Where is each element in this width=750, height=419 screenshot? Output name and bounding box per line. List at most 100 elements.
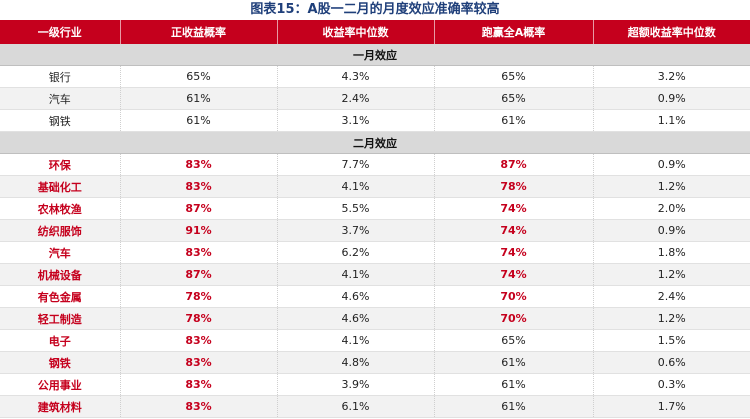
median-return-cell: 5.5% (277, 197, 435, 220)
table-row: 钢铁 83% 4.8% 61% 0.6% (0, 351, 750, 374)
excess-median-cell: 0.6% (593, 351, 750, 374)
industry-effect-table: 一级行业 正收益概率 收益率中位数 跑赢全A概率 超额收益率中位数 一月效应 银行… (0, 20, 750, 418)
table-row: 电子 83% 4.1% 65% 1.5% (0, 329, 750, 352)
table-body: 一月效应 银行 65% 4.3% 65% 3.2% 汽车 61% 2.4% 65% 0.9% 钢铁 61… (0, 44, 750, 418)
table-row: 环保 83% 7.7% 87% 0.9% (0, 153, 750, 176)
industry-cell: 纺织服饰 (0, 219, 121, 242)
excess-median-cell: 1.2% (593, 263, 750, 286)
median-return-cell: 3.7% (277, 219, 435, 242)
median-return-cell: 4.3% (277, 65, 435, 88)
table-row: 基础化工 83% 4.1% 78% 1.2% (0, 175, 750, 198)
industry-cell: 钢铁 (0, 351, 121, 374)
median-return-cell: 4.6% (277, 285, 435, 308)
table-row: 汽车 83% 6.2% 74% 1.8% (0, 241, 750, 264)
industry-cell: 建筑材料 (0, 395, 121, 418)
excess-median-cell: 0.3% (593, 373, 750, 396)
positive-prob-cell: 83% (120, 175, 278, 198)
positive-prob-cell: 65% (120, 65, 278, 88)
table-row: 钢铁 61% 3.1% 61% 1.1% (0, 109, 750, 132)
excess-median-cell: 0.9% (593, 219, 750, 242)
industry-cell: 汽车 (0, 241, 121, 264)
median-return-cell: 3.9% (277, 373, 435, 396)
positive-prob-cell: 61% (120, 109, 278, 132)
median-return-cell: 6.2% (277, 241, 435, 264)
beat-prob-cell: 70% (434, 285, 594, 308)
beat-prob-cell: 65% (434, 65, 594, 88)
beat-prob-cell: 65% (434, 329, 594, 352)
table-row: 公用事业 83% 3.9% 61% 0.3% (0, 373, 750, 396)
positive-prob-cell: 83% (120, 153, 278, 176)
excess-median-cell: 3.2% (593, 65, 750, 88)
excess-median-cell: 0.9% (593, 87, 750, 110)
beat-prob-cell: 74% (434, 219, 594, 242)
industry-cell: 轻工制造 (0, 307, 121, 330)
beat-prob-cell: 87% (434, 153, 594, 176)
header-row: 一级行业 正收益概率 收益率中位数 跑赢全A概率 超额收益率中位数 (0, 20, 750, 44)
positive-prob-cell: 83% (120, 241, 278, 264)
beat-prob-cell: 61% (434, 395, 594, 418)
industry-cell: 农林牧渔 (0, 197, 121, 220)
beat-prob-cell: 70% (434, 307, 594, 330)
section-label: 一月效应 (0, 44, 750, 66)
industry-cell: 钢铁 (0, 109, 121, 132)
industry-cell: 电子 (0, 329, 121, 352)
excess-median-cell: 1.7% (593, 395, 750, 418)
excess-median-cell: 1.1% (593, 109, 750, 132)
industry-cell: 环保 (0, 153, 121, 176)
excess-median-cell: 2.0% (593, 197, 750, 220)
excess-median-cell: 1.2% (593, 307, 750, 330)
col-header-industry: 一级行业 (0, 20, 121, 44)
positive-prob-cell: 83% (120, 395, 278, 418)
section-header-row: 一月效应 (0, 44, 750, 66)
table-row: 汽车 61% 2.4% 65% 0.9% (0, 87, 750, 110)
median-return-cell: 6.1% (277, 395, 435, 418)
positive-prob-cell: 78% (120, 307, 278, 330)
positive-prob-cell: 78% (120, 285, 278, 308)
beat-prob-cell: 74% (434, 263, 594, 286)
positive-prob-cell: 91% (120, 219, 278, 242)
col-header-excess-median: 超额收益率中位数 (593, 20, 750, 44)
excess-median-cell: 1.2% (593, 175, 750, 198)
positive-prob-cell: 83% (120, 351, 278, 374)
industry-cell: 银行 (0, 65, 121, 88)
beat-prob-cell: 61% (434, 351, 594, 374)
beat-prob-cell: 65% (434, 87, 594, 110)
beat-prob-cell: 74% (434, 197, 594, 220)
excess-median-cell: 2.4% (593, 285, 750, 308)
table-row: 农林牧渔 87% 5.5% 74% 2.0% (0, 197, 750, 220)
excess-median-cell: 0.9% (593, 153, 750, 176)
beat-prob-cell: 61% (434, 109, 594, 132)
positive-prob-cell: 83% (120, 329, 278, 352)
beat-prob-cell: 61% (434, 373, 594, 396)
table-row: 轻工制造 78% 4.6% 70% 1.2% (0, 307, 750, 330)
section-header-row: 二月效应 (0, 131, 750, 154)
median-return-cell: 4.1% (277, 329, 435, 352)
beat-prob-cell: 74% (434, 241, 594, 264)
col-header-beat-prob: 跑赢全A概率 (434, 20, 594, 44)
positive-prob-cell: 87% (120, 263, 278, 286)
positive-prob-cell: 83% (120, 373, 278, 396)
col-header-median-return: 收益率中位数 (277, 20, 435, 44)
median-return-cell: 4.6% (277, 307, 435, 330)
median-return-cell: 7.7% (277, 153, 435, 176)
median-return-cell: 4.8% (277, 351, 435, 374)
industry-cell: 机械设备 (0, 263, 121, 286)
excess-median-cell: 1.5% (593, 329, 750, 352)
positive-prob-cell: 87% (120, 197, 278, 220)
table-row: 纺织服饰 91% 3.7% 74% 0.9% (0, 219, 750, 242)
figure-title: 图表15：A股一二月的月度效应准确率较高 (250, 2, 500, 17)
median-return-cell: 4.1% (277, 175, 435, 198)
beat-prob-cell: 78% (434, 175, 594, 198)
median-return-cell: 2.4% (277, 87, 435, 110)
col-header-positive-prob: 正收益概率 (120, 20, 278, 44)
industry-cell: 有色金属 (0, 285, 121, 308)
industry-cell: 公用事业 (0, 373, 121, 396)
table-row: 建筑材料 83% 6.1% 61% 1.7% (0, 395, 750, 418)
industry-cell: 汽车 (0, 87, 121, 110)
positive-prob-cell: 61% (120, 87, 278, 110)
median-return-cell: 4.1% (277, 263, 435, 286)
table-row: 有色金属 78% 4.6% 70% 2.4% (0, 285, 750, 308)
excess-median-cell: 1.8% (593, 241, 750, 264)
table-row: 银行 65% 4.3% 65% 3.2% (0, 65, 750, 88)
table-row: 机械设备 87% 4.1% 74% 1.2% (0, 263, 750, 286)
